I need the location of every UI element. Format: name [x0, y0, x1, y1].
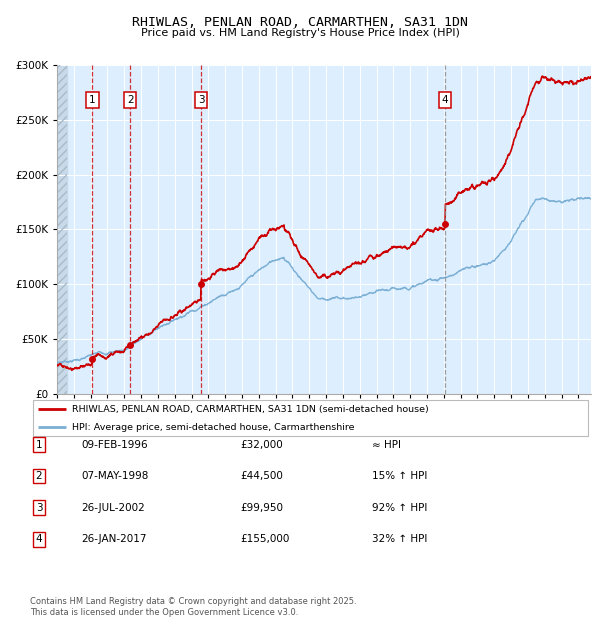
Text: Price paid vs. HM Land Registry's House Price Index (HPI): Price paid vs. HM Land Registry's House …	[140, 28, 460, 38]
Text: 1: 1	[35, 440, 43, 450]
Text: 26-JUL-2002: 26-JUL-2002	[81, 503, 145, 513]
FancyBboxPatch shape	[33, 400, 588, 436]
Text: £44,500: £44,500	[240, 471, 283, 481]
Text: 92% ↑ HPI: 92% ↑ HPI	[372, 503, 427, 513]
Text: ≈ HPI: ≈ HPI	[372, 440, 401, 450]
Text: £155,000: £155,000	[240, 534, 289, 544]
Bar	[57, 65, 67, 394]
Text: 4: 4	[442, 95, 448, 105]
Text: 3: 3	[198, 95, 205, 105]
Text: HPI: Average price, semi-detached house, Carmarthenshire: HPI: Average price, semi-detached house,…	[72, 423, 355, 432]
Text: 2: 2	[35, 471, 43, 481]
Bar	[57, 65, 67, 394]
Text: RHIWLAS, PENLAN ROAD, CARMARTHEN, SA31 1DN (semi-detached house): RHIWLAS, PENLAN ROAD, CARMARTHEN, SA31 1…	[72, 405, 429, 414]
Text: 15% ↑ HPI: 15% ↑ HPI	[372, 471, 427, 481]
Text: 32% ↑ HPI: 32% ↑ HPI	[372, 534, 427, 544]
Text: 07-MAY-1998: 07-MAY-1998	[81, 471, 148, 481]
Text: £99,950: £99,950	[240, 503, 283, 513]
Text: 4: 4	[35, 534, 43, 544]
Text: 09-FEB-1996: 09-FEB-1996	[81, 440, 148, 450]
Text: RHIWLAS, PENLAN ROAD, CARMARTHEN, SA31 1DN: RHIWLAS, PENLAN ROAD, CARMARTHEN, SA31 1…	[132, 16, 468, 29]
Text: 3: 3	[35, 503, 43, 513]
Text: Contains HM Land Registry data © Crown copyright and database right 2025.
This d: Contains HM Land Registry data © Crown c…	[30, 598, 356, 617]
Text: £32,000: £32,000	[240, 440, 283, 450]
Text: 1: 1	[89, 95, 96, 105]
Text: 2: 2	[127, 95, 133, 105]
Text: 26-JAN-2017: 26-JAN-2017	[81, 534, 146, 544]
